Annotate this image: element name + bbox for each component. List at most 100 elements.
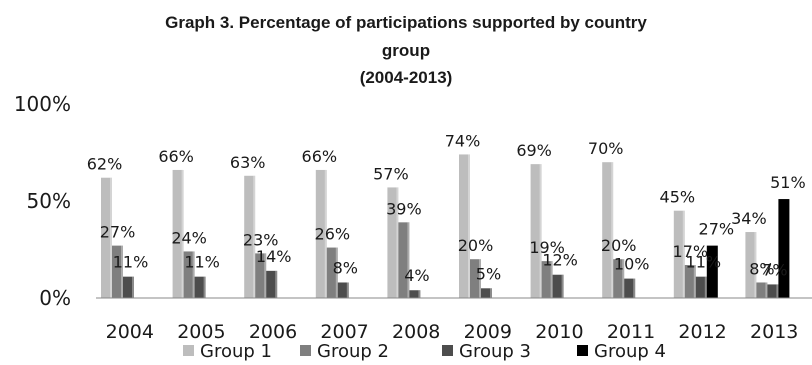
x-tick-label: 2008: [392, 321, 440, 343]
bar-group-2-2008: [398, 222, 410, 298]
bar-group-1-2007: [315, 169, 327, 298]
data-label: 27%: [699, 220, 735, 239]
bar-highlight: [765, 282, 768, 298]
x-tick-label: 2010: [535, 321, 583, 343]
bar-group-1-2013: [745, 232, 757, 298]
y-tick-label: 0%: [39, 286, 71, 310]
data-label: 69%: [516, 141, 552, 160]
bar-highlight: [203, 276, 206, 298]
bar-group-3-2005: [194, 276, 206, 298]
bar-group-2-2007: [326, 247, 338, 298]
legend-swatch: [183, 345, 194, 356]
data-label: 23%: [243, 230, 279, 249]
bar-highlight: [275, 270, 278, 298]
bar-highlight: [754, 232, 757, 298]
data-label: 4%: [404, 266, 429, 285]
legend-label: Group 1: [200, 341, 272, 362]
bar-highlight: [121, 245, 123, 298]
data-label: 66%: [158, 147, 194, 166]
bar-group-1-2006: [244, 175, 256, 298]
y-tick-label: 50%: [27, 189, 71, 213]
bar-group-1-2005: [172, 169, 184, 298]
bar-highlight: [346, 282, 349, 298]
bar-group-4-2013: [778, 199, 790, 298]
data-label: 51%: [770, 173, 806, 192]
data-label: 14%: [256, 247, 292, 266]
data-label: 66%: [302, 147, 338, 166]
legend-swatch: [442, 345, 453, 356]
data-label: 70%: [588, 139, 624, 158]
data-label: 8%: [749, 259, 774, 278]
bar-highlight: [611, 162, 614, 298]
bar-highlight: [693, 265, 696, 298]
chart-title-line-2: group: [381, 41, 431, 60]
data-label: 12%: [542, 251, 578, 270]
bar-group-3-2008: [409, 290, 421, 298]
bar-highlight: [622, 259, 625, 298]
bar-group-1-2008: [387, 187, 399, 298]
bar-group-2-2006: [255, 253, 267, 298]
bar-highlight: [633, 278, 636, 298]
legend-swatch: [577, 345, 588, 356]
bar-highlight: [550, 261, 553, 298]
legend-label: Group 3: [459, 341, 531, 362]
x-tick-label: 2009: [464, 321, 512, 343]
bar-highlight: [682, 210, 685, 298]
x-tick-label: 2012: [678, 321, 726, 343]
bar-group-3-2010: [552, 274, 564, 298]
bar-group-3-2013: [767, 284, 779, 298]
data-label: 34%: [731, 209, 767, 228]
bar-highlight: [561, 274, 564, 298]
data-label: 27%: [100, 223, 136, 242]
bar-highlight: [490, 288, 492, 298]
bar-group-3-2006: [266, 270, 278, 298]
bar-group-2-2011: [613, 259, 625, 298]
x-tick-label: 2006: [249, 321, 297, 343]
bar-highlight: [479, 259, 481, 298]
bar-group-1-2009: [459, 154, 470, 298]
data-label: 5%: [476, 264, 501, 283]
data-label: 26%: [315, 225, 351, 244]
x-tick-label: 2011: [607, 321, 655, 343]
data-label: 11%: [184, 253, 220, 272]
bar-highlight: [335, 247, 338, 298]
data-label: 39%: [386, 199, 422, 218]
bar-group-2-2004: [112, 245, 123, 298]
bar-highlight: [181, 169, 184, 298]
bar-highlight: [192, 251, 195, 298]
bar-highlight: [776, 284, 779, 298]
bar-group-2-2005: [183, 251, 195, 298]
chart-title-line-3: (2004-2013): [359, 68, 453, 87]
bar-group-2-2010: [541, 261, 553, 298]
bar-highlight: [407, 222, 410, 298]
bar-highlight: [324, 169, 327, 298]
data-label: 45%: [660, 188, 696, 207]
legend-swatch: [300, 345, 311, 356]
data-label: 8%: [333, 258, 358, 277]
data-label: 10%: [614, 255, 650, 274]
data-label: 57%: [373, 164, 409, 183]
data-label: 7%: [762, 260, 787, 279]
data-label: 62%: [87, 155, 123, 174]
bar-group-4-2012: [706, 245, 718, 298]
data-label: 74%: [445, 131, 481, 150]
bar-highlight: [418, 290, 421, 298]
bar-group-1-2011: [602, 162, 614, 298]
bar-group-1-2012: [673, 210, 685, 298]
bar-highlight: [253, 175, 256, 298]
bar-group-3-2007: [337, 282, 349, 298]
x-tick-label: 2005: [177, 321, 225, 343]
bar-group-3-2011: [624, 278, 636, 298]
data-label: 17%: [673, 242, 709, 261]
bar-group-1-2004: [101, 177, 112, 298]
chart-title-line-1: Graph 3. Percentage of participations su…: [165, 13, 647, 32]
bar-highlight: [396, 187, 399, 298]
bar-highlight: [704, 276, 707, 298]
x-tick-label: 2013: [750, 321, 798, 343]
data-label: 20%: [601, 236, 637, 255]
bar-group-1-2010: [530, 164, 542, 298]
bar-group-3-2004: [123, 276, 134, 298]
bar-highlight: [539, 164, 542, 298]
x-tick-label: 2007: [320, 321, 368, 343]
